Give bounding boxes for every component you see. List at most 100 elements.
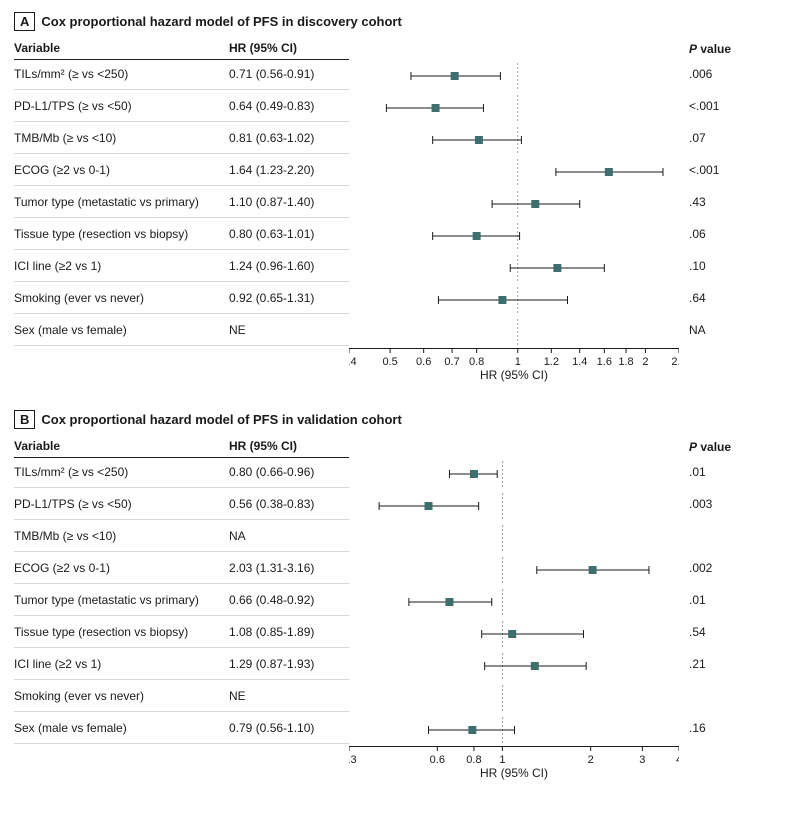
forest-row-plot [349, 618, 689, 650]
col-plot-header [349, 447, 689, 451]
forest-panel-b: B Cox proportional hazard model of PFS in… [14, 410, 775, 780]
hr-ci-cell: 0.80 (0.66-0.96) [229, 461, 349, 488]
hr-ci-cell: 0.80 (0.63-1.01) [229, 223, 349, 250]
forest-row-plot [349, 252, 689, 284]
panel-letter: A [14, 12, 35, 31]
variable-cell: PD-L1/TPS (≥ vs <50) [14, 95, 229, 122]
pvalue-cell: .06 [689, 223, 759, 249]
variable-cell: TILs/mm² (≥ vs <250) [14, 461, 229, 488]
svg-text:1.2: 1.2 [544, 356, 559, 368]
col-plot-header [349, 49, 689, 53]
forest-row-plot [349, 92, 689, 124]
forest-row-plot [349, 458, 689, 490]
panel-title-text: Cox proportional hazard model of PFS in … [41, 14, 401, 29]
hr-ci-cell: 1.08 (0.85-1.89) [229, 621, 349, 648]
forest-row-plot [349, 316, 689, 348]
svg-text:0.5: 0.5 [382, 356, 397, 368]
forest-grid: VariableHR (95% CI)P valueTILs/mm² (≥ vs… [14, 439, 775, 780]
forest-row-plot [349, 522, 689, 554]
forest-row-plot [349, 650, 689, 682]
variable-cell: Smoking (ever vs never) [14, 685, 229, 712]
pvalue-cell: .01 [689, 461, 759, 487]
forest-row-plot [349, 490, 689, 522]
svg-text:1: 1 [499, 754, 505, 766]
hr-ci-cell: 0.79 (0.56-1.10) [229, 717, 349, 744]
variable-cell: Tissue type (resection vs biopsy) [14, 621, 229, 648]
forest-row-plot [349, 188, 689, 220]
panel-letter: B [14, 410, 35, 429]
hr-ci-cell: NE [229, 319, 349, 346]
variable-cell: ECOG (≥2 vs 0-1) [14, 159, 229, 186]
forest-row-plot [349, 682, 689, 714]
svg-text:2: 2 [588, 754, 594, 766]
hr-ci-cell: 0.81 (0.63-1.02) [229, 127, 349, 154]
variable-cell: Tissue type (resection vs biopsy) [14, 223, 229, 250]
hr-ci-cell: NA [229, 525, 349, 552]
svg-text:0.3: 0.3 [349, 754, 357, 766]
panel-title: A Cox proportional hazard model of PFS in… [14, 12, 775, 31]
col-hr-header: HR (95% CI) [229, 41, 349, 60]
forest-row-plot [349, 284, 689, 316]
variable-cell: TMB/Mb (≥ vs <10) [14, 127, 229, 154]
pvalue-cell: NA [689, 319, 759, 345]
col-pvalue-header: P value [689, 440, 759, 458]
forest-row-plot [349, 714, 689, 746]
pvalue-cell: .43 [689, 191, 759, 217]
svg-text:0.4: 0.4 [349, 356, 357, 368]
pvalue-cell: .003 [689, 493, 759, 519]
variable-cell: Sex (male vs female) [14, 717, 229, 744]
hr-ci-cell: 1.29 (0.87-1.93) [229, 653, 349, 680]
forest-row-plot [349, 156, 689, 188]
hr-ci-cell: 0.66 (0.48-0.92) [229, 589, 349, 616]
hr-ci-cell: 1.64 (1.23-2.20) [229, 159, 349, 186]
hr-ci-cell: 0.64 (0.49-0.83) [229, 95, 349, 122]
panel-title: B Cox proportional hazard model of PFS in… [14, 410, 775, 429]
variable-cell: ECOG (≥2 vs 0-1) [14, 557, 229, 584]
svg-text:HR (95% CI): HR (95% CI) [480, 368, 548, 382]
variable-cell: TMB/Mb (≥ vs <10) [14, 525, 229, 552]
col-pvalue-header: P value [689, 42, 759, 60]
forest-row-plot [349, 586, 689, 618]
variable-cell: PD-L1/TPS (≥ vs <50) [14, 493, 229, 520]
pvalue-cell: .10 [689, 255, 759, 281]
variable-cell: ICI line (≥2 vs 1) [14, 653, 229, 680]
pvalue-cell: .21 [689, 653, 759, 679]
pvalue-cell: .64 [689, 287, 759, 313]
pvalue-cell [689, 685, 759, 711]
svg-text:1.6: 1.6 [597, 356, 612, 368]
forest-panel-a: A Cox proportional hazard model of PFS in… [14, 12, 775, 382]
svg-text:4: 4 [676, 754, 679, 766]
svg-text:0.6: 0.6 [416, 356, 431, 368]
variable-cell: Smoking (ever vs never) [14, 287, 229, 314]
variable-cell: ICI line (≥2 vs 1) [14, 255, 229, 282]
pvalue-cell [689, 525, 759, 551]
pvalue-cell: .01 [689, 589, 759, 615]
pvalue-cell: .002 [689, 557, 759, 583]
svg-text:0.8: 0.8 [466, 754, 481, 766]
forest-row-plot [349, 554, 689, 586]
pvalue-cell: .16 [689, 717, 759, 743]
forest-row-plot [349, 60, 689, 92]
svg-text:2.4: 2.4 [671, 356, 679, 368]
hr-ci-cell: 1.24 (0.96-1.60) [229, 255, 349, 282]
pvalue-cell: .54 [689, 621, 759, 647]
panel-title-text: Cox proportional hazard model of PFS in … [41, 412, 401, 427]
col-variable-header: Variable [14, 439, 229, 458]
forest-row-plot [349, 220, 689, 252]
pvalue-cell: <.001 [689, 159, 759, 185]
svg-text:3: 3 [639, 754, 645, 766]
hr-ci-cell: NE [229, 685, 349, 712]
svg-text:1.8: 1.8 [618, 356, 633, 368]
svg-text:0.6: 0.6 [430, 754, 445, 766]
forest-axis: 0.40.50.60.70.811.21.41.61.822.4HR (95% … [349, 348, 689, 382]
variable-cell: TILs/mm² (≥ vs <250) [14, 63, 229, 90]
svg-text:1.4: 1.4 [572, 356, 587, 368]
col-variable-header: Variable [14, 41, 229, 60]
variable-cell: Sex (male vs female) [14, 319, 229, 346]
svg-text:1: 1 [515, 356, 521, 368]
hr-ci-cell: 1.10 (0.87-1.40) [229, 191, 349, 218]
pvalue-cell: <.001 [689, 95, 759, 121]
forest-grid: VariableHR (95% CI)P valueTILs/mm² (≥ vs… [14, 41, 775, 382]
variable-cell: Tumor type (metastatic vs primary) [14, 589, 229, 616]
hr-ci-cell: 0.92 (0.65-1.31) [229, 287, 349, 314]
